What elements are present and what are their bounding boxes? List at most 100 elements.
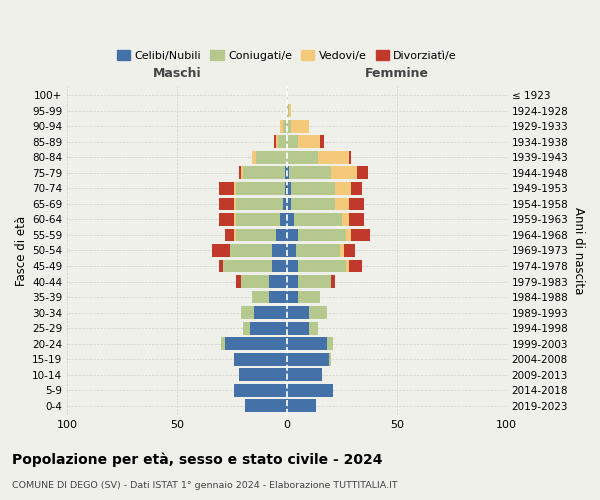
Text: COMUNE DI DEGO (SV) - Dati ISTAT 1° gennaio 2024 - Elaborazione TUTTITALIA.IT: COMUNE DI DEGO (SV) - Dati ISTAT 1° genn…: [12, 481, 398, 490]
Bar: [219, 198, 234, 210]
Bar: [340, 244, 344, 257]
Bar: [272, 244, 287, 257]
Bar: [245, 400, 287, 412]
Bar: [298, 260, 346, 272]
Bar: [219, 213, 234, 226]
Bar: [331, 275, 335, 288]
Bar: [283, 198, 287, 210]
Bar: [287, 260, 298, 272]
Bar: [278, 136, 287, 148]
Bar: [292, 182, 335, 194]
Bar: [346, 228, 351, 241]
Bar: [289, 104, 292, 117]
Bar: [283, 120, 287, 132]
Legend: Celibi/Nubili, Coniugati/e, Vedovi/e, Divorziatì/e: Celibi/Nubili, Coniugati/e, Vedovi/e, Di…: [113, 46, 461, 65]
Bar: [287, 151, 318, 164]
Bar: [292, 120, 309, 132]
Bar: [358, 166, 368, 179]
Bar: [234, 182, 236, 194]
Bar: [226, 338, 287, 350]
Bar: [234, 384, 287, 396]
Bar: [276, 136, 278, 148]
Bar: [292, 198, 335, 210]
Bar: [285, 182, 287, 194]
Bar: [254, 306, 287, 319]
Bar: [298, 275, 331, 288]
Bar: [287, 384, 333, 396]
Bar: [349, 151, 351, 164]
Text: Femmine: Femmine: [365, 68, 429, 80]
Bar: [287, 368, 322, 381]
Bar: [318, 151, 349, 164]
Bar: [241, 306, 254, 319]
Bar: [298, 136, 320, 148]
Bar: [329, 353, 331, 366]
Bar: [287, 275, 298, 288]
Bar: [272, 260, 287, 272]
Bar: [287, 120, 292, 132]
Bar: [243, 166, 285, 179]
Bar: [236, 198, 283, 210]
Bar: [269, 290, 287, 304]
Y-axis label: Anni di nascita: Anni di nascita: [572, 207, 585, 294]
Text: Popolazione per età, sesso e stato civile - 2024: Popolazione per età, sesso e stato civil…: [12, 452, 383, 467]
Bar: [351, 228, 370, 241]
Bar: [331, 166, 358, 179]
Y-axis label: Fasce di età: Fasce di età: [15, 216, 28, 286]
Bar: [349, 213, 364, 226]
Bar: [234, 213, 236, 226]
Bar: [344, 244, 355, 257]
Bar: [276, 228, 287, 241]
Bar: [234, 353, 287, 366]
Bar: [250, 322, 287, 334]
Bar: [287, 338, 326, 350]
Bar: [287, 306, 309, 319]
Bar: [335, 182, 351, 194]
Bar: [280, 213, 287, 226]
Bar: [274, 136, 276, 148]
Bar: [219, 260, 223, 272]
Bar: [287, 322, 309, 334]
Bar: [239, 368, 287, 381]
Bar: [252, 151, 256, 164]
Bar: [256, 151, 287, 164]
Bar: [287, 228, 298, 241]
Bar: [342, 213, 349, 226]
Bar: [241, 166, 243, 179]
Bar: [287, 244, 296, 257]
Bar: [287, 198, 292, 210]
Bar: [223, 260, 272, 272]
Bar: [349, 198, 364, 210]
Bar: [236, 275, 241, 288]
Bar: [287, 166, 289, 179]
Bar: [287, 182, 292, 194]
Bar: [351, 182, 362, 194]
Bar: [326, 338, 333, 350]
Bar: [226, 228, 234, 241]
Bar: [289, 166, 331, 179]
Bar: [236, 182, 285, 194]
Bar: [287, 400, 316, 412]
Bar: [236, 228, 276, 241]
Bar: [298, 290, 320, 304]
Bar: [309, 322, 318, 334]
Bar: [296, 244, 340, 257]
Bar: [212, 244, 230, 257]
Bar: [287, 290, 298, 304]
Bar: [234, 228, 236, 241]
Bar: [239, 166, 241, 179]
Bar: [309, 306, 326, 319]
Bar: [320, 136, 325, 148]
Bar: [219, 182, 234, 194]
Bar: [285, 166, 287, 179]
Bar: [236, 213, 280, 226]
Bar: [287, 213, 293, 226]
Bar: [287, 136, 298, 148]
Bar: [230, 244, 272, 257]
Bar: [298, 228, 346, 241]
Bar: [252, 290, 269, 304]
Bar: [269, 275, 287, 288]
Bar: [287, 104, 289, 117]
Bar: [346, 260, 349, 272]
Text: Maschi: Maschi: [153, 68, 202, 80]
